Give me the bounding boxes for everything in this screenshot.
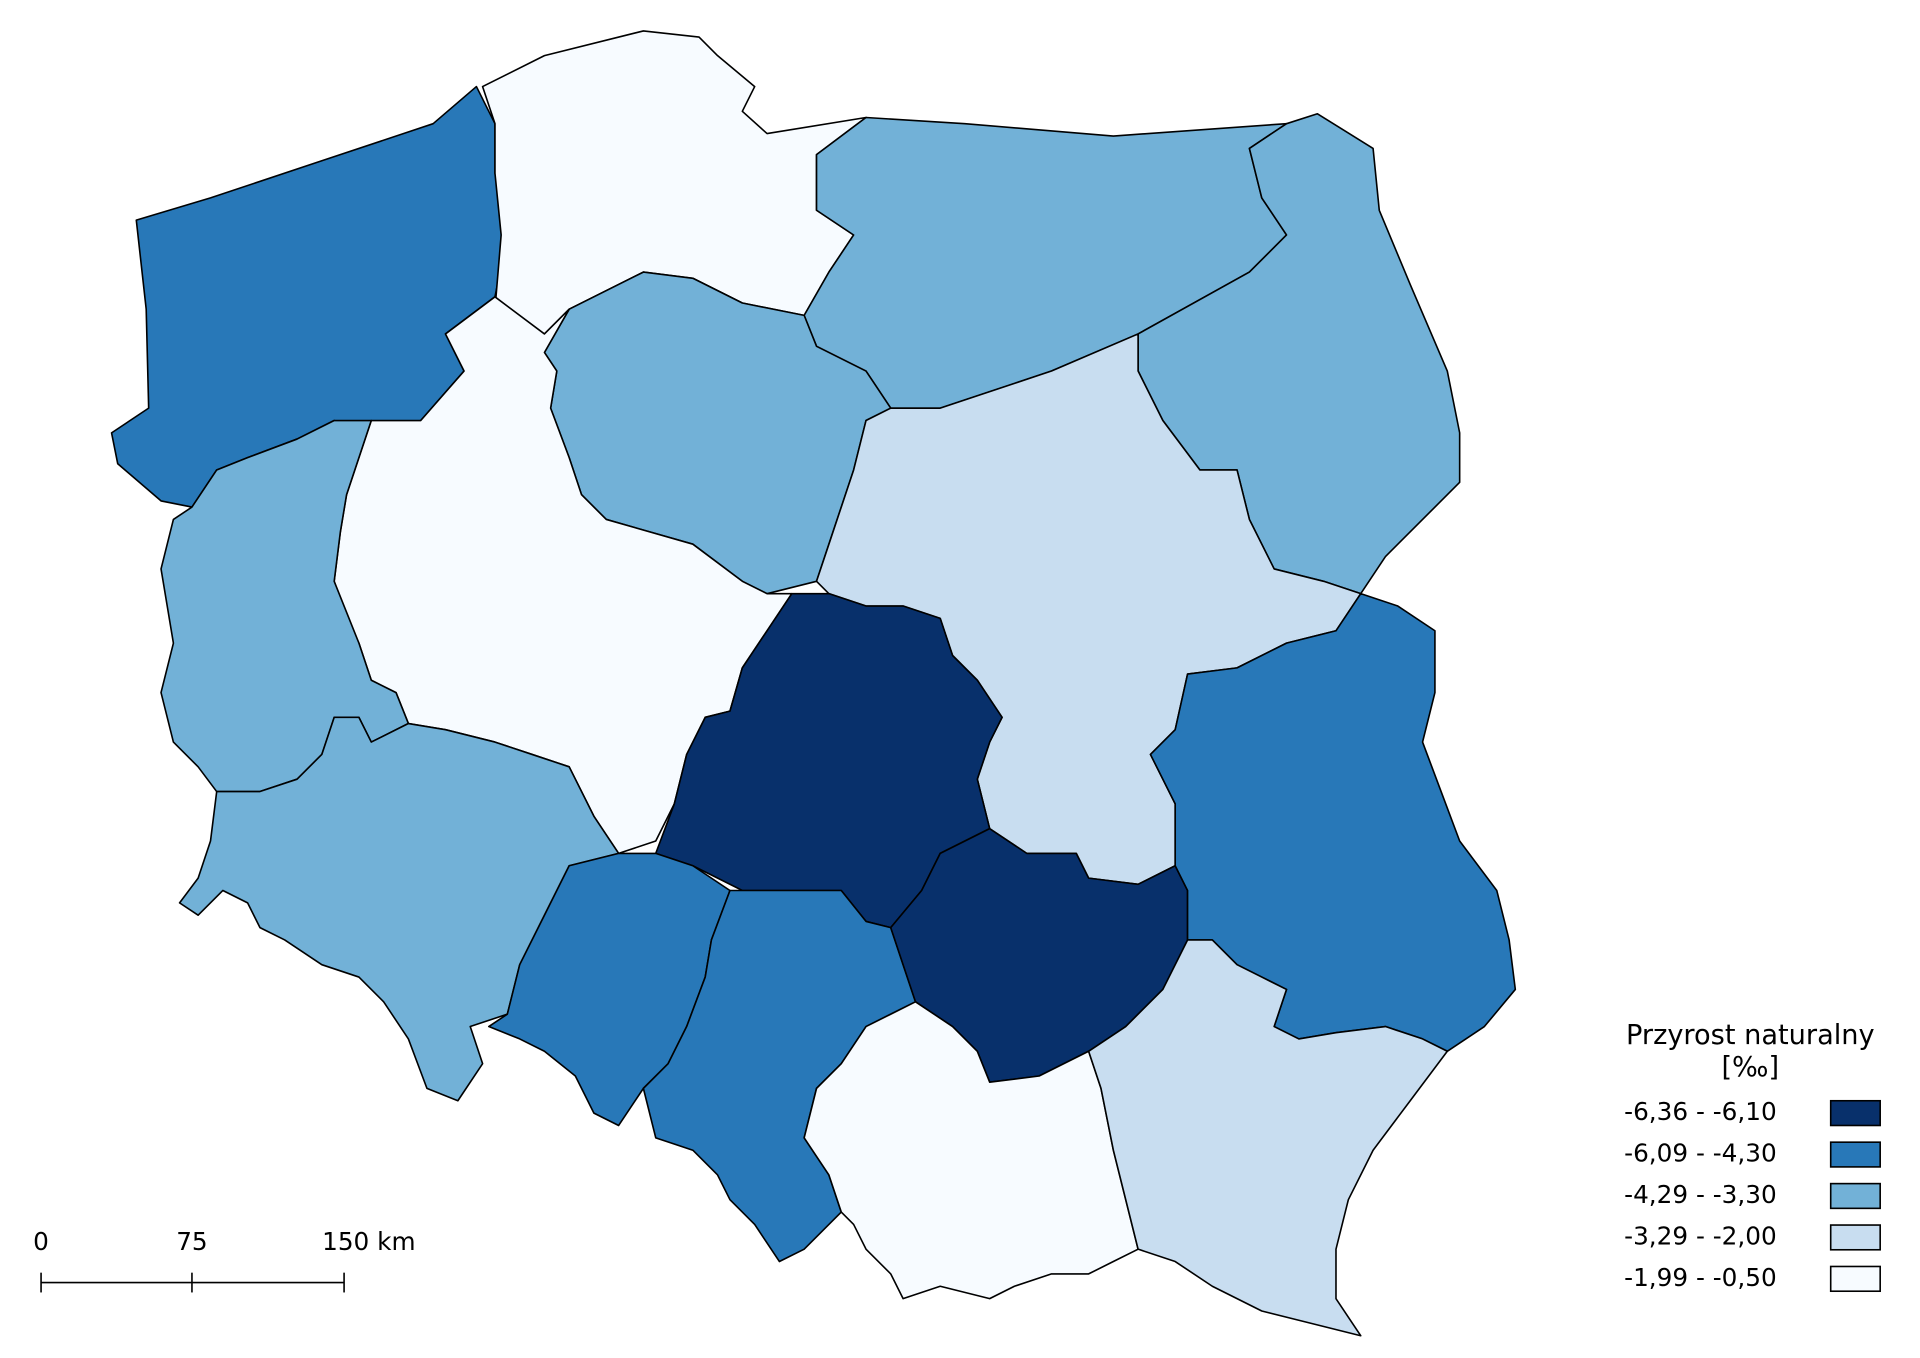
scale-bar	[40, 1272, 345, 1293]
legend-label: -4,29 - -3,30	[1624, 1180, 1777, 1209]
scale-label: 0	[33, 1227, 49, 1256]
legend-label: -6,09 - -4,30	[1624, 1139, 1777, 1168]
legend-label: -1,99 - -0,50	[1624, 1263, 1777, 1292]
regions	[110, 30, 1517, 1337]
legend-swatch	[1829, 1141, 1881, 1168]
legend: -6,36 - -6,10 -6,09 - -4,30 -4,29 - -3,30 -…	[1624, 1097, 1881, 1293]
legend-swatch	[1829, 1265, 1881, 1293]
region	[803, 1000, 1139, 1300]
legend-swatch	[1829, 1099, 1881, 1127]
legend-subtitle: [‰]	[1721, 1052, 1779, 1083]
legend-label: -6,36 - -6,10	[1624, 1097, 1777, 1126]
legend-label: -3,29 - -2,00	[1624, 1221, 1777, 1250]
region	[1087, 939, 1449, 1337]
scale-label: 150 km	[322, 1227, 415, 1256]
legend-swatch	[1829, 1182, 1881, 1210]
legend-title: Przyrost naturalny	[1626, 1020, 1875, 1051]
legend-swatch	[1829, 1224, 1881, 1251]
scale-label: 75	[176, 1227, 207, 1256]
